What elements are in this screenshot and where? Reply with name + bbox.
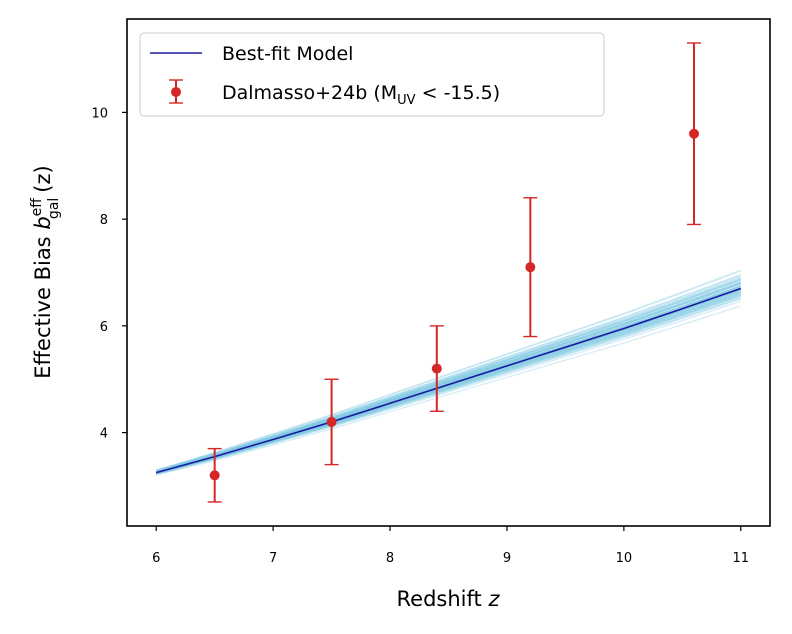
sample-line-49 <box>156 269 742 471</box>
sample-line-12 <box>156 298 741 475</box>
sample-line-29 <box>156 300 741 476</box>
sample-line-51 <box>156 282 741 473</box>
sample-line-26 <box>156 292 741 474</box>
y-tick-label-8: 8 <box>100 213 108 228</box>
x-tick-label-10: 10 <box>616 551 633 566</box>
sample-line-23 <box>156 278 742 472</box>
y-axis-tail: (z) <box>31 165 55 192</box>
sample-line-31 <box>156 291 741 474</box>
sample-line-47 <box>156 293 741 474</box>
sample-line-35 <box>156 305 741 476</box>
observation-2 <box>324 378 339 466</box>
x-axis-label: Redshift <box>397 587 482 611</box>
y-tick-label-4: 4 <box>100 427 108 442</box>
sample-line-28 <box>156 283 741 473</box>
observation-4 <box>523 197 538 338</box>
data-point-2 <box>326 416 337 427</box>
best-fit-line <box>155 287 742 474</box>
sample-line-50 <box>156 278 742 472</box>
sample-line-19 <box>156 294 741 475</box>
sample-line-46 <box>156 291 741 474</box>
x-tick-label-11: 11 <box>732 551 749 566</box>
sample-line-30 <box>156 291 741 474</box>
legend-box <box>139 32 605 117</box>
sample-line-33 <box>156 270 742 471</box>
sample-line-52 <box>156 294 741 475</box>
x-axis-variable: z <box>487 587 500 611</box>
x-tick-label-7: 7 <box>269 551 277 566</box>
y-tick-label-6: 6 <box>100 320 108 335</box>
legend-observation-cond-suffix: < -15.5) <box>416 82 501 104</box>
sample-line-57 <box>156 274 742 472</box>
sample-line-56 <box>156 276 742 472</box>
best-fit-model <box>155 287 742 474</box>
sample-line-37 <box>156 281 741 473</box>
legend-observation-swatch <box>169 79 183 104</box>
data-point-1 <box>209 470 220 481</box>
sample-line-25 <box>156 279 742 473</box>
sample-line-20 <box>156 294 741 475</box>
y-axis-superscript: eff <box>29 198 45 217</box>
observation-1 <box>207 447 222 503</box>
legend-observation-cond-sub: UV <box>397 93 416 108</box>
y-axis-symbol: b <box>31 216 55 229</box>
legend-marker <box>171 87 181 97</box>
sample-line-14 <box>156 278 742 472</box>
y-axis-subscript: gal <box>46 198 62 219</box>
sample-line-16 <box>156 293 741 474</box>
y-axis-ticks: 4 6 8 10 <box>91 106 127 442</box>
y-axis-title: Effective Bias beffgal (z) <box>29 165 62 378</box>
legend-model-label: Best-fit Model <box>222 43 353 65</box>
sample-line-34 <box>156 281 741 473</box>
observation-5 <box>687 42 702 226</box>
y-tick-label-10: 10 <box>91 106 108 121</box>
x-axis-title: Redshift z <box>397 587 501 611</box>
sample-line-4 <box>156 282 741 473</box>
data-point-5 <box>689 128 700 139</box>
x-tick-label-6: 6 <box>152 551 160 566</box>
x-tick-label-9: 9 <box>503 551 511 566</box>
plot-frame <box>126 18 771 527</box>
data-point-4 <box>525 262 536 273</box>
observation-3 <box>429 325 444 412</box>
sample-line-3 <box>156 282 741 473</box>
sample-line-9 <box>156 276 742 472</box>
legend-observation-cond-prefix: (M <box>373 82 397 104</box>
legend-observation-label: Dalmasso+24b (MUV < -15.5) <box>222 82 500 108</box>
sample-line-53 <box>156 283 741 473</box>
data-point-3 <box>431 363 442 374</box>
sample-line-36 <box>156 297 741 475</box>
x-axis-ticks: 6 7 8 9 10 11 <box>152 526 749 566</box>
sample-line-15 <box>156 297 741 475</box>
observations <box>207 42 702 503</box>
legend-observation-name: Dalmasso+24b <box>222 82 367 104</box>
sample-line-18 <box>156 281 742 473</box>
sample-line-7 <box>156 279 742 472</box>
legend: Best-fit Model Dalmasso+24b (MUV < -15.5… <box>139 32 605 117</box>
x-tick-label-8: 8 <box>386 551 394 566</box>
sample-line-1 <box>156 292 741 474</box>
sample-line-24 <box>156 284 741 473</box>
sample-line-44 <box>156 295 741 475</box>
y-axis-label: Effective Bias <box>31 236 55 378</box>
sample-line-58 <box>156 295 741 475</box>
sample-line-10 <box>156 274 742 472</box>
sample-line-59 <box>156 283 742 473</box>
sample-line-42 <box>156 279 742 472</box>
